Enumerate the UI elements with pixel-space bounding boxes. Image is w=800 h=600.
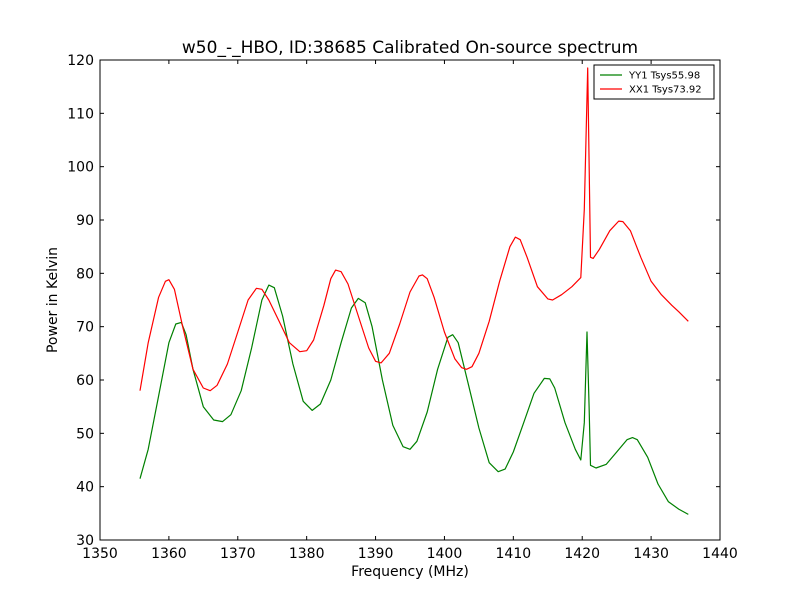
x-tick-label: 1360 bbox=[151, 546, 187, 562]
chart-title: w50_-_HBO, ID:38685 Calibrated On-source… bbox=[182, 38, 638, 58]
legend-label: YY1 Tsys55.98 bbox=[628, 71, 700, 82]
x-tick-label: 1430 bbox=[633, 546, 669, 562]
x-tick-label: 1420 bbox=[564, 546, 600, 562]
x-tick-label: 1400 bbox=[427, 546, 463, 562]
y-axis: 30 40 50 60 70 80 90 100 110 120 bbox=[67, 53, 720, 549]
legend-box bbox=[593, 64, 715, 100]
y-tick-label: 90 bbox=[76, 213, 94, 229]
x-tick-label: 1410 bbox=[496, 546, 532, 562]
x-tick-label: 1390 bbox=[358, 546, 394, 562]
series-line-2 bbox=[139, 67, 689, 392]
x-axis: 1350 1360 1370 1380 1390 1400 1410 1420 1430 1440 bbox=[82, 60, 738, 562]
y-tick-label: 30 bbox=[76, 533, 94, 549]
x-tick-label: 1370 bbox=[220, 546, 256, 562]
x-tick-label: 1380 bbox=[289, 546, 325, 562]
series-layer bbox=[139, 67, 689, 515]
x-tick-label: 1440 bbox=[702, 546, 738, 562]
y-axis-label: Power in Kelvin bbox=[45, 247, 61, 353]
legend: YY1 Tsys55.98 XX1 Tsys73.92 bbox=[593, 64, 715, 100]
y-tick-label: 60 bbox=[76, 373, 94, 389]
y-tick-label: 110 bbox=[67, 106, 94, 122]
x-axis-label: Frequency (MHz) bbox=[351, 564, 469, 580]
y-tick-label: 100 bbox=[67, 160, 94, 176]
y-tick-label: 120 bbox=[67, 53, 94, 69]
y-tick-label: 80 bbox=[76, 266, 94, 282]
series-line-1 bbox=[139, 284, 689, 515]
x-tick-label: 1350 bbox=[82, 546, 118, 562]
y-tick-label: 40 bbox=[76, 480, 94, 496]
y-tick-label: 50 bbox=[76, 426, 94, 442]
y-tick-label: 70 bbox=[76, 320, 94, 336]
plot-frame bbox=[99, 59, 721, 541]
legend-label: XX1 Tsys73.92 bbox=[629, 85, 702, 96]
